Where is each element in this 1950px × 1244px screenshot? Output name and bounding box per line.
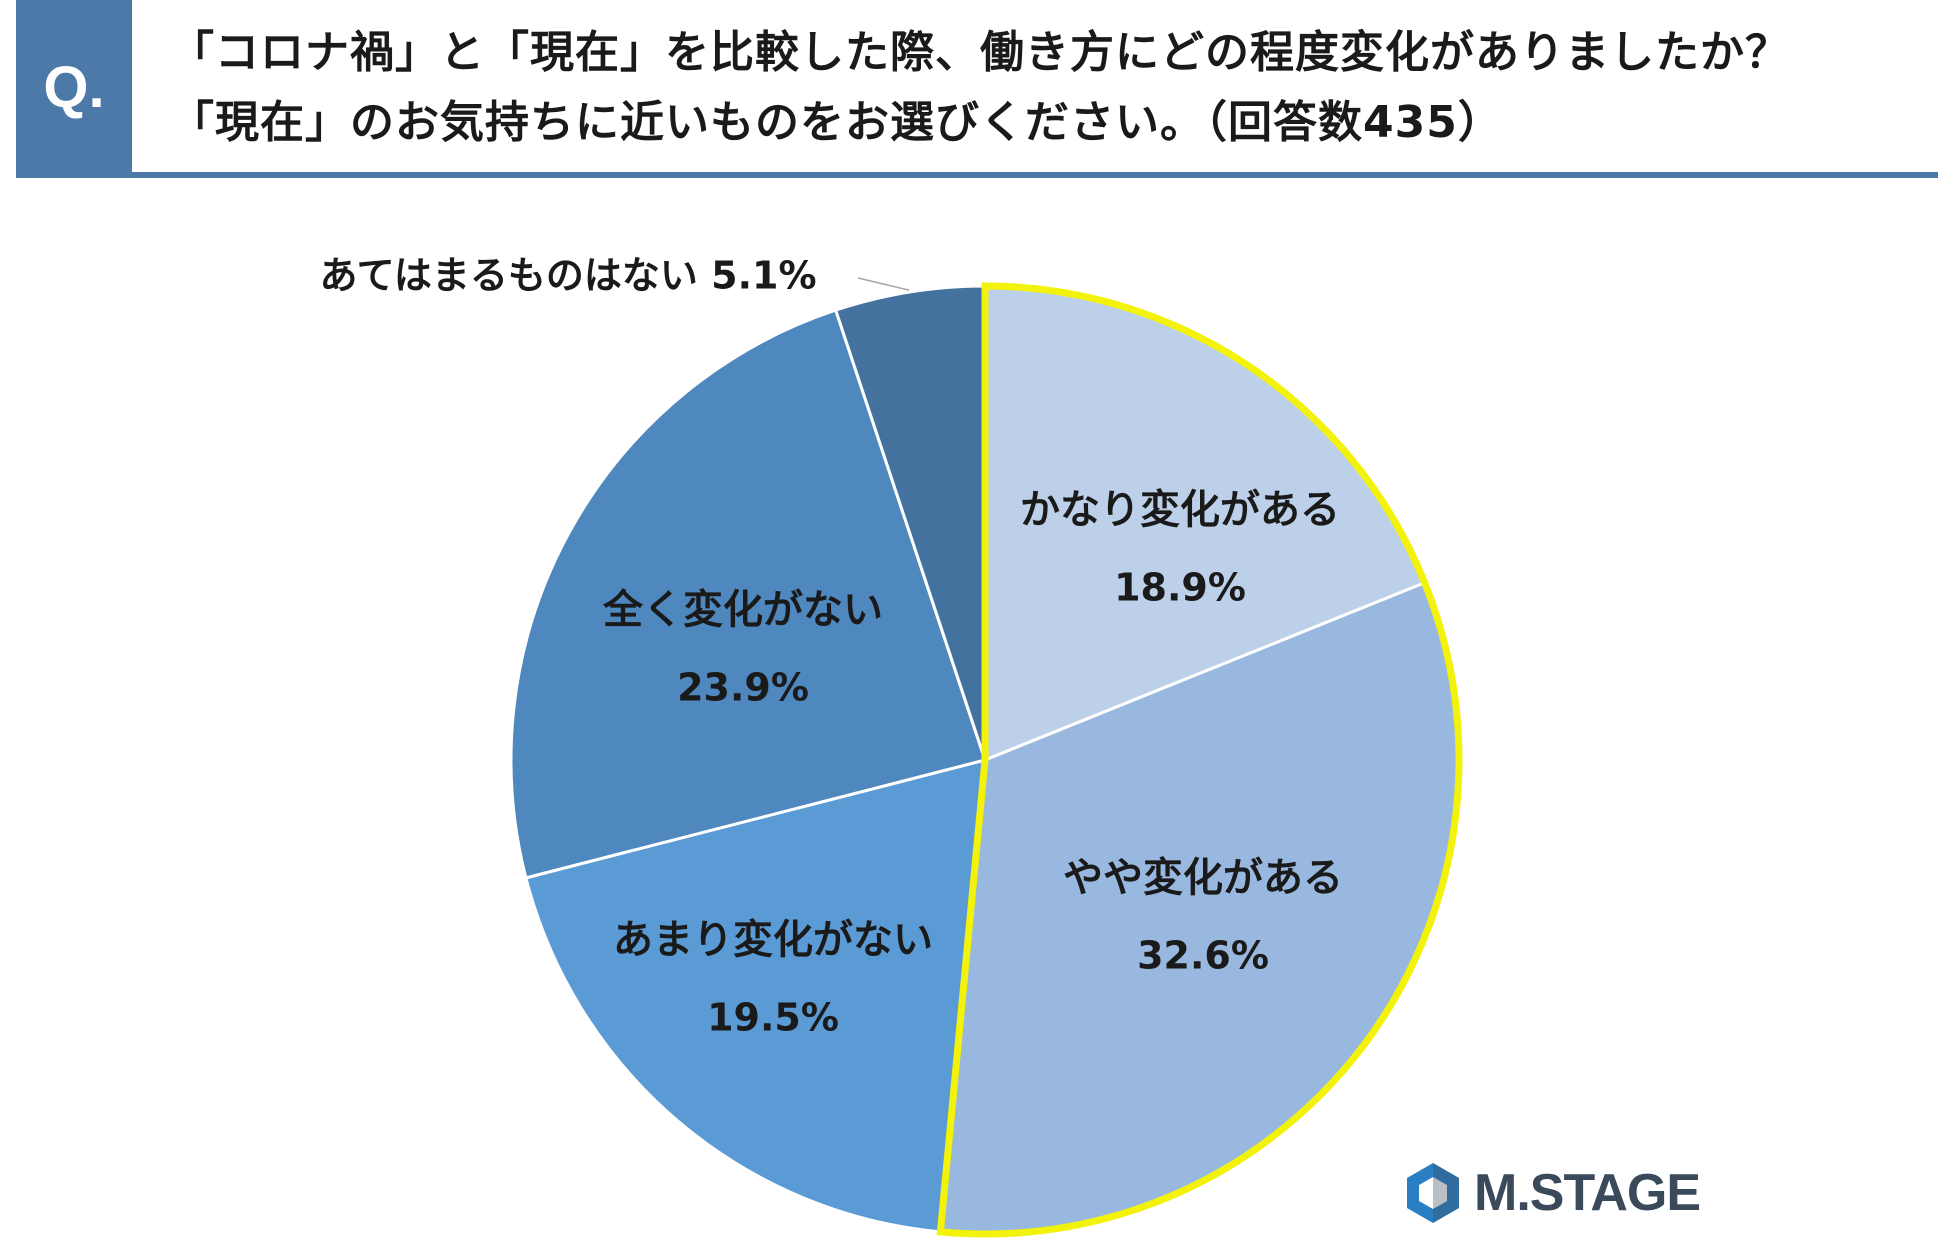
slice-label: 全く変化がない: [602, 587, 883, 633]
question-header: Q. 「コロナ禍」と「現在」を比較した際、働き方にどの程度変化がありましたか？ …: [0, 0, 1950, 180]
header-divider: [16, 172, 1938, 178]
slice-label: あてはまるものはない 5.1%: [319, 254, 816, 298]
slice-label: あまり変化がない: [613, 917, 933, 963]
question-badge: Q.: [16, 0, 132, 174]
slice-label: かなり変化がある: [1020, 487, 1340, 533]
slice-3: [524, 758, 987, 1234]
hexagon-logo-icon: [1407, 1163, 1459, 1223]
question-text: 「コロナ禍」と「現在」を比較した際、働き方にどの程度変化がありましたか？ 「現在…: [170, 18, 1930, 158]
question-line-1: 「コロナ禍」と「現在」を比較した際、働き方にどの程度変化がありましたか？: [170, 27, 1790, 78]
slice-value-label: 19.5%: [707, 996, 839, 1040]
slice-value-label: 23.9%: [677, 666, 809, 710]
slice-label: やや変化がある: [1063, 855, 1343, 901]
highlight-outline: [936, 282, 1463, 1238]
brand-logo: M.STAGE: [1404, 1158, 1701, 1228]
question-line-2: 「現在」のお気持ちに近いものをお選びください。（回答数435）: [170, 97, 1503, 148]
slice-4: [509, 308, 987, 880]
leader-line: [857, 277, 910, 291]
logo-text: M.STAGE: [1474, 1164, 1701, 1222]
slice-value-label: 32.6%: [1137, 934, 1269, 978]
slice-value-label: 18.9%: [1114, 566, 1246, 610]
pie-chart: かなり変化がある 18.9% やや変化がある 32.6% あまり変化がない 19.5% 全く…: [319, 254, 1463, 1238]
